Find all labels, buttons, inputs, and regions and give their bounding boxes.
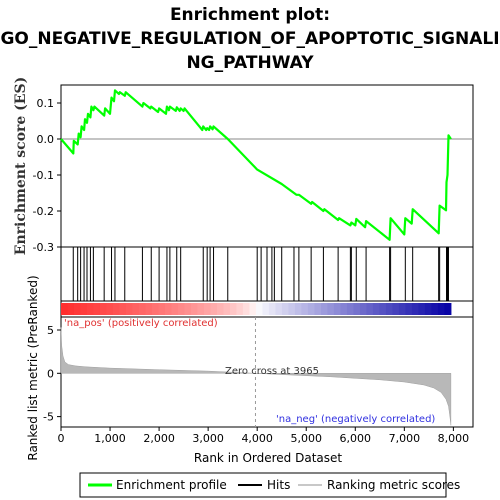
rank-color-segment [197, 303, 205, 315]
rank-color-segment [392, 303, 400, 315]
rank-color-segment [164, 303, 172, 315]
rank-color-segment [366, 303, 374, 315]
rank-color-segment [385, 303, 393, 315]
rank-color-segment [262, 303, 270, 315]
chart-title-line3: NG_PATHWAY [186, 53, 314, 73]
rank-color-segment [424, 303, 432, 315]
rank-color-segment [106, 303, 114, 315]
es-ytick-label: -0.1 [33, 169, 54, 182]
rank-color-segment [288, 303, 296, 315]
rank-color-segment [405, 303, 413, 315]
rank-color-segment [236, 303, 244, 315]
legend-box [79, 472, 447, 498]
rank-color-segment [255, 303, 263, 315]
rank-color-segment [132, 303, 140, 315]
rank-color-segment [99, 303, 107, 315]
rank-color-segment [67, 303, 75, 315]
rank-color-segment [275, 303, 283, 315]
rank-color-segment [359, 303, 367, 315]
rank-color-segment [158, 303, 166, 315]
rank-color-segment [314, 303, 322, 315]
metric-axis-label: Ranked list metric (PreRanked) [26, 275, 40, 460]
es-ytick-label: 0.0 [37, 133, 55, 146]
rank-color-segment [210, 303, 218, 315]
rank-color-segment [301, 303, 309, 315]
rank-color-segment [73, 303, 81, 315]
legend-label-hits: Hits [267, 478, 290, 492]
rank-color-segment [411, 303, 419, 315]
es-axis-label: Enrichment score (ES) [13, 77, 29, 255]
rank-color-segment [372, 303, 380, 315]
x-axis-label: Rank in Ordered Dataset [194, 451, 342, 465]
rank-color-segment [151, 303, 159, 315]
rank-color-segment [294, 303, 302, 315]
legend-item-hits: Hits [238, 478, 290, 492]
x-tick-label: 0 [58, 432, 65, 445]
rank-color-segment [327, 303, 335, 315]
rank-color-segment [61, 303, 68, 315]
x-tick-label: 2,000 [143, 432, 175, 445]
x-tick-label: 5,000 [290, 432, 322, 445]
es-ytick-label: -0.2 [33, 205, 54, 218]
x-tick-label: 6,000 [340, 432, 372, 445]
rank-color-segment [229, 303, 237, 315]
rank-color-segment [281, 303, 289, 315]
rank-color-segment [93, 303, 101, 315]
chart-title-line2: GO_NEGATIVE_REGULATION_OF_APOPTOTIC_SIGN… [0, 29, 499, 49]
rank-color-segment [242, 303, 250, 315]
rank-color-segment [171, 303, 179, 315]
rank-color-segment [444, 303, 452, 315]
rank-color-segment [268, 303, 276, 315]
rank-color-segment [353, 303, 361, 315]
rank-color-segment [112, 303, 120, 315]
rank-color-segment [340, 303, 348, 315]
rank-color-segment [145, 303, 153, 315]
legend-label-metric: Ranking metric scores [327, 478, 460, 492]
rank-color-segment [184, 303, 192, 315]
rank-color-segment [138, 303, 146, 315]
rank-color-segment [190, 303, 198, 315]
rank-color-segment [249, 303, 257, 315]
rank-color-segment [437, 303, 445, 315]
rank-color-segment [398, 303, 406, 315]
rank-color-segment [320, 303, 328, 315]
es-ytick-label: 0.1 [37, 97, 55, 110]
pos-correlated-label: 'na_pos' (positively correlated) [64, 318, 218, 329]
x-tick-label: 3,000 [192, 432, 224, 445]
x-tick-label: 1,000 [94, 432, 126, 445]
neg-correlated-label: 'na_neg' (negatively correlated) [276, 414, 435, 425]
enrichment-profile-line [60, 89, 452, 241]
rank-color-segment [307, 303, 315, 315]
x-tick-label: 7,000 [389, 432, 421, 445]
es-ytick-label: -0.3 [33, 241, 54, 254]
rank-color-segment [223, 303, 231, 315]
x-tick-label: 4,000 [241, 432, 273, 445]
x-tick-label: 8,000 [438, 432, 470, 445]
rank-color-segment [80, 303, 88, 315]
rank-color-segment [216, 303, 224, 315]
rank-color-segment [379, 303, 387, 315]
rank-color-segment [125, 303, 133, 315]
legend-item-enrichment-profile: Enrichment profile [88, 478, 227, 492]
legend-label-enrichment: Enrichment profile [116, 478, 227, 492]
rank-color-segment [119, 303, 127, 315]
rank-color-segment [431, 303, 439, 315]
rank-color-segment [203, 303, 211, 315]
ranking-metric-area [60, 327, 452, 426]
metric-ytick-label: -5 [43, 411, 54, 424]
rank-color-segment [177, 303, 185, 315]
rank-color-segment [346, 303, 354, 315]
rank-color-segment [333, 303, 341, 315]
chart-title-line1: Enrichment plot: [170, 5, 330, 25]
rank-color-segment [86, 303, 94, 315]
zero-cross-label: Zero cross at 3965 [225, 366, 319, 377]
metric-ytick-label: 5 [47, 324, 54, 337]
rank-color-segment [418, 303, 426, 315]
legend-item-ranking-metric: Ranking metric scores [298, 478, 460, 492]
metric-ytick-label: 0 [47, 367, 54, 380]
